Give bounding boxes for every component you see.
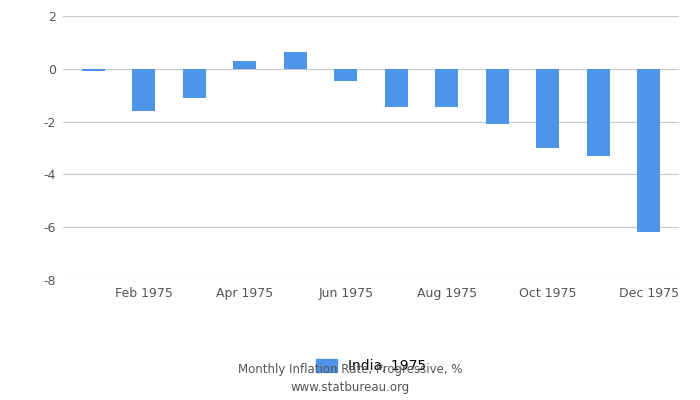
Text: www.statbureau.org: www.statbureau.org [290, 382, 410, 394]
Bar [486, 69, 509, 124]
Bar [183, 69, 206, 98]
Text: Monthly Inflation Rate, Progressive, %: Monthly Inflation Rate, Progressive, % [238, 364, 462, 376]
Legend: India, 1975: India, 1975 [316, 359, 426, 373]
Bar [385, 69, 407, 107]
Bar [536, 69, 559, 148]
Bar [435, 69, 458, 107]
Bar [82, 69, 105, 72]
Bar [587, 69, 610, 156]
Bar [284, 52, 307, 69]
Bar [335, 69, 357, 81]
Bar [637, 69, 660, 232]
Bar [233, 61, 256, 69]
Bar [132, 69, 155, 111]
